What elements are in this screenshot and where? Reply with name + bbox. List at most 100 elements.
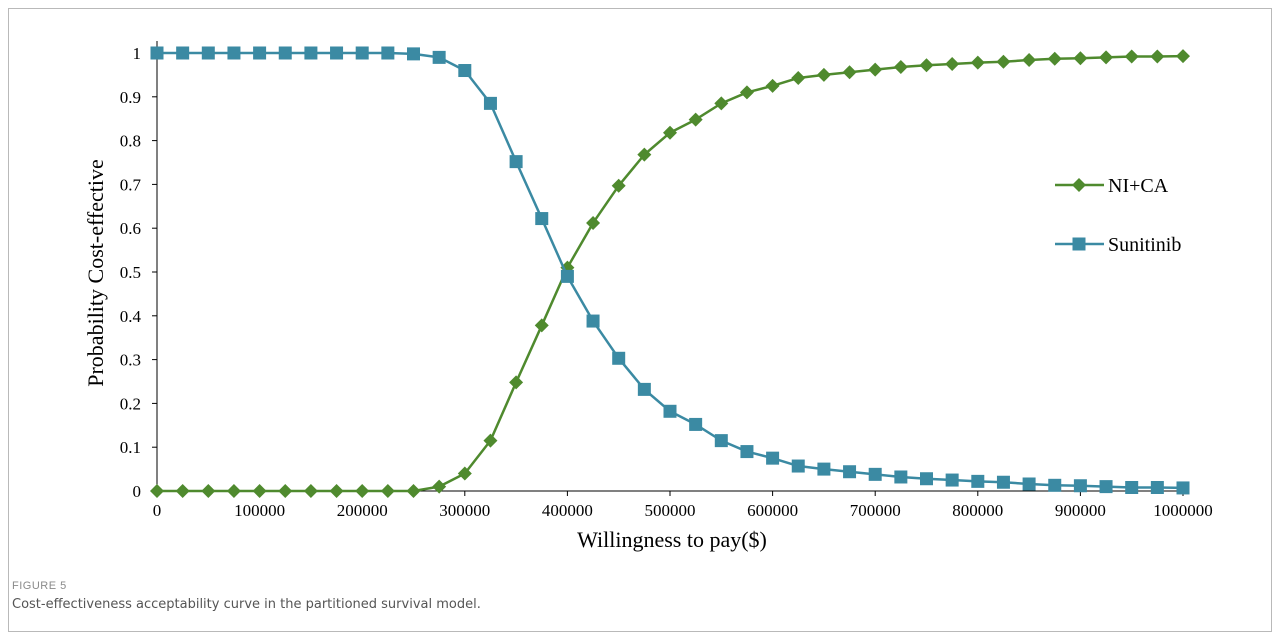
data-point [765,78,780,93]
data-point [1022,477,1036,491]
data-point [303,484,318,498]
y-tick-label: 0.7 [120,175,142,194]
data-point [150,484,164,498]
data-point [894,470,908,484]
data-point [919,58,934,73]
data-point [611,178,626,193]
data-point [945,56,960,71]
series-ni-ca [150,49,1190,498]
series-sunitinib [150,46,1190,495]
data-point [1099,480,1113,494]
data-point [380,484,395,498]
data-point [637,147,652,162]
data-point [226,484,241,498]
data-point [971,474,985,488]
data-point [560,269,574,283]
data-point [1048,478,1062,492]
series-line [157,51,1184,490]
data-point [816,67,831,82]
data-point [483,96,497,110]
data-point [201,46,215,60]
legend-entry: Sunitinib [1055,234,1181,256]
x-tick-label: 600000 [747,501,798,520]
data-point [406,484,421,498]
y-tick-label: 0 [133,482,142,501]
data-point [1125,480,1139,494]
legend-marker [1072,237,1086,251]
data-point [407,47,420,61]
data-point [1099,50,1114,65]
x-tick-label: 300000 [439,501,490,520]
data-point [458,64,472,78]
data-point [252,484,267,498]
chart-legend: NI+CA Sunitinib [1055,175,1181,256]
data-point [1176,481,1190,495]
data-point [535,212,549,226]
legend-marker [1072,178,1086,192]
x-tick-label: 0 [153,501,162,520]
data-point [688,112,703,127]
data-point [740,445,754,459]
y-tick-label: 0.9 [120,88,141,107]
data-point [766,451,780,465]
data-point [996,54,1011,69]
data-point [970,55,985,70]
data-point [278,484,293,498]
data-point [663,404,677,418]
data-point [586,314,600,328]
legend-entry: NI+CA [1055,175,1169,197]
x-tick-label: 100000 [234,501,285,520]
data-point [176,46,190,60]
data-point [1124,49,1139,64]
y-tick-label: 0.4 [120,307,142,326]
data-point [483,433,498,448]
data-point [509,375,524,390]
data-point [1150,480,1164,494]
legend-label: Sunitinib [1108,234,1181,256]
data-point [817,462,831,476]
data-point [920,472,933,486]
data-point [175,484,190,498]
data-point [586,215,601,230]
chart-axes: 0 0.1 0.2 0.3 0.4 0.5 0.6 0.7 0.8 0.9 1 0 100000 2000… [120,41,1213,520]
data-point [714,434,728,448]
data-point [509,155,523,169]
data-point [739,85,754,100]
x-tick-label: 700000 [850,501,901,520]
data-point [278,46,292,60]
data-point [843,465,857,479]
legend-label: NI+CA [1108,175,1169,197]
y-tick-label: 0.8 [120,132,141,151]
data-point [381,46,395,60]
x-tick-label: 200000 [337,501,388,520]
data-point [868,62,883,77]
data-point [329,484,344,498]
x-axis-label: Willingness to pay($) [577,527,767,552]
data-point [612,351,626,365]
y-tick-label: 0.2 [120,394,141,413]
data-point [534,318,549,333]
x-tick-label: 800000 [952,501,1003,520]
data-point [253,46,267,60]
x-tick-label: 500000 [645,501,696,520]
y-tick-label: 1 [133,44,142,63]
data-point [791,70,806,85]
x-tick-label: 400000 [542,501,593,520]
figure-caption: Cost-effectiveness acceptability curve i… [12,597,481,612]
data-point [457,466,472,481]
data-point [842,65,857,80]
data-point [201,484,216,498]
chart-series [150,46,1190,498]
figure-label: FIGURE 5 [12,580,67,592]
y-axis-label: Probability Cost-effective [83,159,108,387]
data-point [304,46,318,60]
x-tick-label: 1000000 [1153,501,1213,520]
y-tick-label: 0.1 [120,438,141,457]
data-point [1073,479,1087,493]
x-tick-label: 900000 [1055,501,1106,520]
data-point [689,417,703,431]
data-point [150,46,164,60]
data-point [791,459,805,473]
data-point [1022,53,1037,68]
